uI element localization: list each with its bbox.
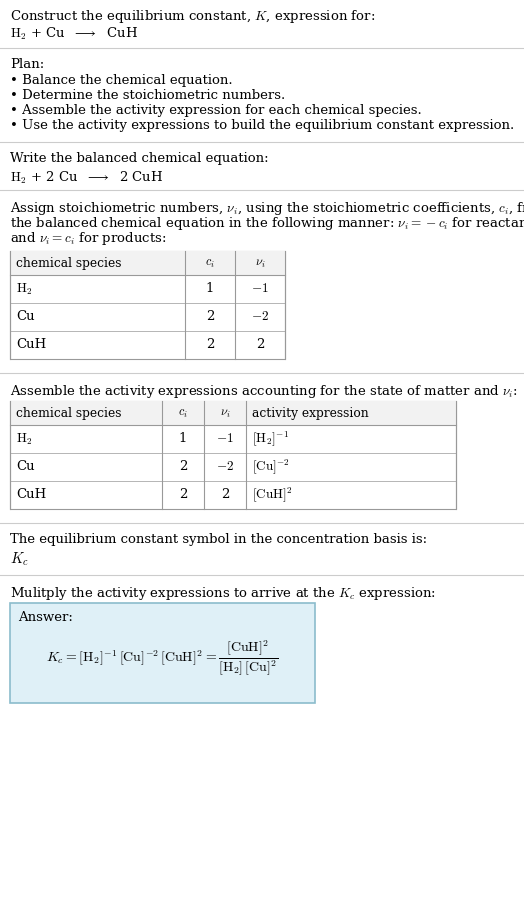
Text: $\mathrm{H_2}$: $\mathrm{H_2}$	[16, 281, 32, 297]
Text: Assemble the activity expressions accounting for the state of matter and $\nu_i$: Assemble the activity expressions accoun…	[10, 383, 518, 400]
Text: the balanced chemical equation in the following manner: $\nu_i = -c_i$ for react: the balanced chemical equation in the fo…	[10, 215, 524, 232]
Text: 2: 2	[206, 339, 214, 352]
Bar	[10, 251, 285, 275]
Text: $-2$: $-2$	[216, 460, 234, 474]
Bar	[10, 251, 285, 359]
Text: $\mathrm{H_2}$ + 2 Cu  $\longrightarrow$  2 CuH: $\mathrm{H_2}$ + 2 Cu $\longrightarrow$ …	[10, 170, 163, 186]
Bar	[10, 603, 315, 703]
Text: 2: 2	[179, 488, 187, 502]
Text: $\mathrm{H_2}$: $\mathrm{H_2}$	[16, 432, 32, 447]
Text: $K_c = [\mathrm{H_2}]^{-1}\,[\mathrm{Cu}]^{-2}\,[\mathrm{CuH}]^2 = \dfrac{[\math: $K_c = [\mathrm{H_2}]^{-1}\,[\mathrm{Cu}…	[46, 638, 279, 678]
Text: Cu: Cu	[16, 460, 35, 474]
Text: CuH: CuH	[16, 488, 46, 502]
Text: $\nu_i$: $\nu_i$	[255, 256, 265, 270]
Text: $-1$: $-1$	[216, 432, 234, 446]
Text: • Balance the chemical equation.: • Balance the chemical equation.	[10, 74, 233, 87]
Text: Cu: Cu	[16, 310, 35, 324]
Text: $[\mathrm{Cu}]^{-2}$: $[\mathrm{Cu}]^{-2}$	[252, 458, 290, 476]
Text: $-2$: $-2$	[251, 310, 269, 324]
Text: 2: 2	[221, 488, 229, 502]
Text: • Determine the stoichiometric numbers.: • Determine the stoichiometric numbers.	[10, 89, 285, 102]
Text: 2: 2	[179, 460, 187, 474]
Text: activity expression: activity expression	[252, 406, 369, 420]
Text: $K_c$: $K_c$	[10, 551, 29, 568]
Text: • Use the activity expressions to build the equilibrium constant expression.: • Use the activity expressions to build …	[10, 119, 514, 132]
Text: Assign stoichiometric numbers, $\nu_i$, using the stoichiometric coefficients, $: Assign stoichiometric numbers, $\nu_i$, …	[10, 200, 524, 217]
Text: $[\mathrm{CuH}]^2$: $[\mathrm{CuH}]^2$	[252, 485, 293, 504]
Text: 1: 1	[206, 282, 214, 296]
Text: $[\mathrm{H_2}]^{-1}$: $[\mathrm{H_2}]^{-1}$	[252, 430, 289, 449]
Bar	[10, 401, 456, 509]
Bar	[10, 401, 456, 425]
Text: and $\nu_i = c_i$ for products:: and $\nu_i = c_i$ for products:	[10, 230, 167, 247]
Text: Write the balanced chemical equation:: Write the balanced chemical equation:	[10, 152, 269, 165]
Text: $c_i$: $c_i$	[205, 256, 215, 270]
Text: $-1$: $-1$	[251, 282, 269, 296]
Text: The equilibrium constant symbol in the concentration basis is:: The equilibrium constant symbol in the c…	[10, 533, 427, 546]
Text: 1: 1	[179, 432, 187, 446]
Text: 2: 2	[256, 339, 264, 352]
Text: Mulitply the activity expressions to arrive at the $K_c$ expression:: Mulitply the activity expressions to arr…	[10, 585, 436, 602]
Text: Plan:: Plan:	[10, 58, 44, 71]
Text: 2: 2	[206, 310, 214, 324]
Text: CuH: CuH	[16, 339, 46, 352]
Text: $\nu_i$: $\nu_i$	[220, 406, 230, 420]
Text: chemical species: chemical species	[16, 256, 122, 270]
Text: Answer:: Answer:	[18, 611, 73, 624]
Text: Construct the equilibrium constant, $K$, expression for:: Construct the equilibrium constant, $K$,…	[10, 8, 375, 25]
Text: • Assemble the activity expression for each chemical species.: • Assemble the activity expression for e…	[10, 104, 422, 117]
Text: chemical species: chemical species	[16, 406, 122, 420]
Text: $\mathrm{H_2}$ + Cu  $\longrightarrow$  CuH: $\mathrm{H_2}$ + Cu $\longrightarrow$ Cu…	[10, 26, 138, 42]
Text: $c_i$: $c_i$	[178, 406, 188, 420]
